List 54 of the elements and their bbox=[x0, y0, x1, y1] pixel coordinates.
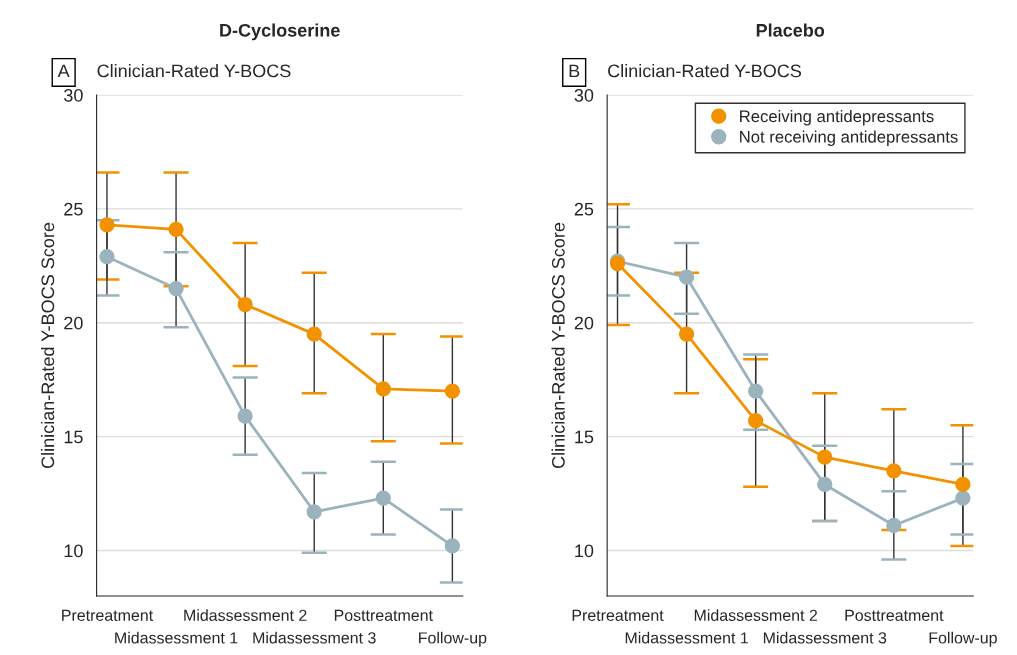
y-tick-label: 20 bbox=[64, 316, 83, 330]
x-tick-label: Posttreatment bbox=[334, 609, 433, 621]
point bbox=[886, 463, 902, 479]
y-axis-title: Clinician-Rated Y-BOCS Score bbox=[551, 222, 565, 469]
x-tick-label: Pretreatment bbox=[572, 609, 664, 621]
point bbox=[886, 517, 902, 534]
y-tick-label: 15 bbox=[64, 430, 83, 444]
x-tick-label: Follow-up bbox=[419, 631, 487, 647]
chart-title: D-Cycloserine bbox=[220, 23, 340, 41]
y-tick-label: 10 bbox=[64, 544, 83, 558]
point bbox=[955, 476, 971, 493]
point bbox=[678, 269, 695, 285]
y-tick-label: 30 bbox=[574, 88, 594, 102]
text: A bbox=[57, 64, 70, 78]
x-tick-label: Midassessment 2 bbox=[184, 609, 307, 621]
legend-label: Receiving antidepressants bbox=[740, 109, 934, 126]
point bbox=[817, 449, 833, 465]
x-tick-label: Pretreatment bbox=[62, 609, 154, 621]
y-tick-label: 10 bbox=[575, 544, 594, 558]
point bbox=[375, 490, 391, 506]
point bbox=[99, 217, 115, 233]
point bbox=[306, 504, 322, 520]
point bbox=[748, 383, 764, 399]
point bbox=[99, 249, 115, 265]
y-tick-label: 20 bbox=[574, 316, 594, 330]
point bbox=[955, 490, 971, 506]
point bbox=[237, 408, 253, 424]
x-tick-label: Midassessment 1 bbox=[625, 631, 748, 644]
point bbox=[168, 221, 184, 237]
chart-title: Placebo bbox=[756, 23, 825, 37]
chart-subtitle: Clinician-Rated Y-BOCS bbox=[608, 64, 802, 78]
point bbox=[748, 413, 764, 429]
legend-label: Not receiving antidepressants bbox=[740, 130, 958, 147]
point bbox=[375, 381, 391, 397]
point bbox=[678, 326, 695, 342]
point bbox=[168, 280, 184, 297]
point bbox=[237, 296, 253, 313]
y-axis-title: Clinician-Rated Y-BOCS Score bbox=[40, 222, 55, 469]
point bbox=[817, 476, 833, 493]
point bbox=[306, 326, 322, 342]
y-tick-label: 15 bbox=[575, 430, 594, 444]
y-tick-label: 25 bbox=[64, 202, 83, 216]
x-tick-label: Midassessment 3 bbox=[253, 631, 376, 644]
x-tick-label: Midassessment 3 bbox=[763, 631, 887, 644]
x-tick-label: Posttreatment bbox=[845, 609, 944, 621]
y-tick-label: 30 bbox=[64, 88, 83, 102]
x-tick-label: Midassessment 2 bbox=[694, 609, 818, 621]
y-tick-label: 25 bbox=[574, 202, 594, 216]
point bbox=[444, 383, 461, 399]
x-tick-label: Follow-up bbox=[929, 631, 997, 647]
chart-subtitle: Clinician-Rated Y-BOCS bbox=[97, 64, 291, 78]
text: B bbox=[569, 64, 580, 78]
x-tick-label: Midassessment 1 bbox=[115, 631, 238, 644]
point bbox=[444, 538, 461, 554]
